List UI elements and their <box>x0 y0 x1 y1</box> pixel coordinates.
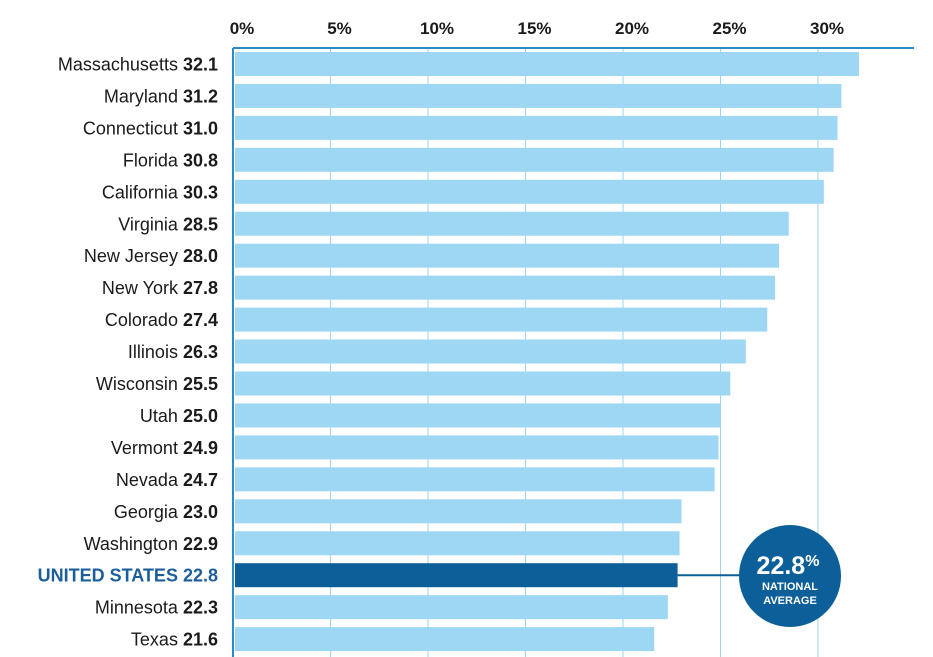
x-tick-label: 20% <box>615 19 649 38</box>
badge-line1: NATIONAL <box>762 581 818 593</box>
bar-illinois <box>235 339 746 364</box>
bar-vermont <box>235 435 719 460</box>
bar-washington <box>235 531 680 556</box>
category-label: Maryland 31.2 <box>104 86 218 106</box>
national-average-badge: 22.8%NATIONAL AVERAGE <box>677 525 841 627</box>
bar-georgia <box>235 499 682 524</box>
category-label: Illinois 26.3 <box>128 342 218 362</box>
bar-wisconsin <box>235 371 731 396</box>
category-label: Georgia 23.0 <box>114 502 218 522</box>
category-label: Minnesota 22.3 <box>95 598 218 618</box>
bar-connecticut <box>235 115 838 140</box>
category-label: California 30.3 <box>102 182 218 202</box>
category-labels: Massachusetts 32.1 Maryland 31.2 Connectic… <box>38 55 218 650</box>
x-tick-label: 30% <box>810 19 844 38</box>
bar-utah <box>235 403 721 428</box>
category-label: Washington 22.9 <box>84 534 218 554</box>
bar-nevada <box>235 467 715 492</box>
category-label: Virginia 28.5 <box>118 214 218 234</box>
bar-maryland <box>235 83 842 108</box>
category-label: Utah 25.0 <box>140 406 218 426</box>
category-label: New Jersey 28.0 <box>84 246 218 266</box>
category-label: Vermont 24.9 <box>111 438 218 458</box>
category-label-highlight: UNITED STATES 22.8 <box>38 566 218 586</box>
bar-minnesota <box>235 595 668 620</box>
bar-new-york <box>235 275 776 300</box>
category-label: New York 27.8 <box>102 278 218 298</box>
badge-value: 22.8% <box>757 552 820 580</box>
x-tick-label: 5% <box>327 19 352 38</box>
bar-new-jersey <box>235 243 779 268</box>
badge-circle <box>739 525 841 627</box>
category-label: Texas 21.6 <box>131 630 218 650</box>
category-label: Connecticut 31.0 <box>83 118 218 138</box>
bar-virginia <box>235 211 789 236</box>
bar-florida <box>235 147 834 172</box>
bar-texas <box>235 627 655 652</box>
x-tick-label: 10% <box>420 19 454 38</box>
x-tick-label: 25% <box>712 19 746 38</box>
x-tick-label: 15% <box>517 19 551 38</box>
category-label: Nevada 24.7 <box>116 470 218 490</box>
badge-line2: AVERAGE <box>763 595 817 607</box>
bar-national-average <box>235 563 678 588</box>
tick-labels: 0% 5% 10% 15% 20% 25% 30% <box>230 19 844 38</box>
category-label: Florida 30.8 <box>123 150 218 170</box>
bar-colorado <box>235 307 768 332</box>
category-label: Colorado 27.4 <box>105 310 218 330</box>
bar-massachusetts <box>235 52 859 76</box>
bars <box>235 52 859 652</box>
category-label: Wisconsin 25.5 <box>96 374 218 394</box>
bar-california <box>235 179 824 204</box>
category-label: Massachusetts 32.1 <box>58 55 218 75</box>
x-tick-label: 0% <box>230 19 255 38</box>
